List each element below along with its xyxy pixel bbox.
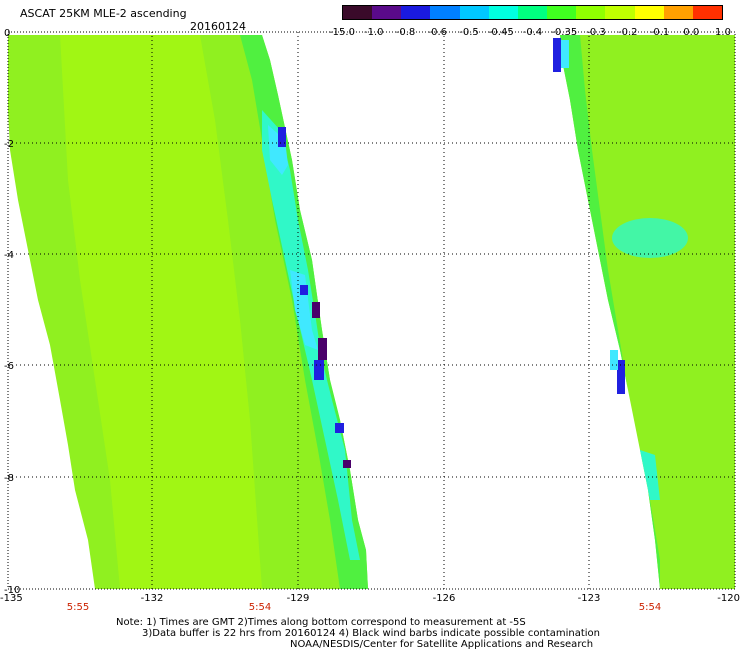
swath-pixel [318, 338, 327, 360]
lat-tick-label: -2 [4, 139, 14, 150]
colorbar-label: 0.0 [683, 27, 700, 38]
colorbar-swatch [547, 6, 577, 19]
lon-tick-label: -126 [433, 593, 456, 604]
colorbar-label: -0.8 [395, 27, 416, 38]
swath-pixel [278, 127, 286, 147]
colorbar-swatch [576, 6, 606, 19]
colorbar-swatch [401, 6, 431, 19]
right-swath-cyan-edge [640, 450, 660, 500]
note-line-3: NOAA/NESDIS/Center for Satellite Applica… [290, 639, 594, 650]
map-title: ASCAT 25KM MLE-2 ascending [20, 7, 187, 20]
note-line-2: 3)Data buffer is 22 hrs from 20160124 4)… [142, 628, 600, 639]
lat-tick-label: -10 [4, 585, 20, 596]
lon-tick-label: -123 [578, 593, 601, 604]
swath-pixel [561, 40, 569, 68]
lon-tick-label: -120 [717, 593, 740, 604]
colorbar [342, 5, 723, 20]
lat-tick-label: -6 [4, 361, 14, 372]
colorbar-swatch [343, 6, 373, 19]
swath-pixel [300, 285, 308, 295]
swath-pixel [335, 423, 344, 433]
lat-tick-label: -4 [4, 250, 14, 261]
note-line-1: Note: 1) Times are GMT 2)Times along bot… [116, 617, 526, 628]
lat-tick-label: 0 [4, 28, 10, 39]
right-swath-cyan-blob [612, 218, 688, 258]
right-swath [560, 35, 735, 589]
colorbar-label: -0.5 [459, 27, 479, 38]
right-swath-edge [560, 35, 660, 589]
plot-frame [7, 31, 736, 590]
left-swath-aqua-1 [268, 125, 288, 175]
time-label: 5:54 [639, 602, 661, 613]
swath-pixel [312, 302, 320, 318]
colorbar-label: -0.2 [617, 27, 638, 38]
colorbar-swatch [517, 6, 548, 19]
swath-pixel [343, 460, 351, 468]
colorbar-swatch [605, 6, 635, 19]
lon-tick-label: -132 [141, 593, 164, 604]
colorbar-swatch [663, 6, 693, 19]
time-label: 5:55 [67, 602, 89, 613]
colorbar-swatch [430, 6, 460, 19]
lat-tick-label: -8 [4, 473, 14, 484]
colorbar-swatch [459, 6, 489, 19]
colorbar-label: -1.0 [363, 27, 384, 38]
colorbar-swatch [488, 6, 518, 19]
swath-pixel [610, 350, 618, 370]
left-swath-aqua-2 [290, 270, 318, 350]
swath-pixel [314, 360, 324, 380]
time-label: 5:54 [249, 602, 271, 613]
colorbar-swatch [372, 6, 402, 19]
swath-pixel [617, 360, 625, 394]
colorbar-swatch [634, 6, 664, 19]
swath-pixel [553, 38, 561, 72]
map-date: 20160124 [190, 20, 246, 33]
colorbar-label: -0.4 [522, 27, 543, 38]
colorbar-swatch [692, 6, 723, 19]
lon-tick-label: -129 [287, 593, 310, 604]
left-swath-band [60, 35, 262, 589]
lon-tick-label: -135 [0, 593, 23, 604]
colorbar-label: -0.35 [551, 27, 578, 38]
